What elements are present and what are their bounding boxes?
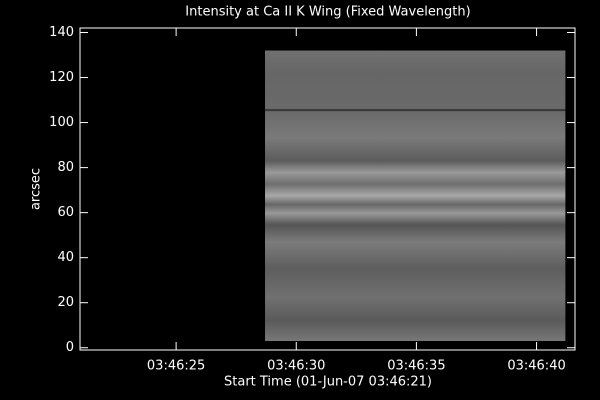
y-tick-label: 0 (66, 340, 74, 355)
y-tick-label: 60 (57, 205, 74, 220)
chart-title: Intensity at Ca II K Wing (Fixed Wavelen… (185, 5, 470, 20)
y-tick-label: 40 (57, 250, 74, 265)
y-tick-label: 120 (49, 70, 74, 85)
y-tick-label: 80 (57, 160, 74, 175)
x-tick-label: 03:46:25 (147, 359, 205, 374)
y-tick-label: 100 (49, 115, 74, 130)
plot-frame (79, 27, 576, 351)
y-axis-label: arcsec (29, 168, 44, 210)
y-tick-label: 140 (49, 25, 74, 40)
x-tick-label: 03:46:35 (387, 359, 445, 374)
intensity-image (265, 50, 566, 341)
x-tick-label: 03:46:40 (507, 359, 565, 374)
y-tick-label: 20 (57, 295, 74, 310)
x-tick-label: 03:46:30 (267, 359, 325, 374)
x-axis-label: Start Time (01-Jun-07 03:46:21) (224, 375, 432, 390)
